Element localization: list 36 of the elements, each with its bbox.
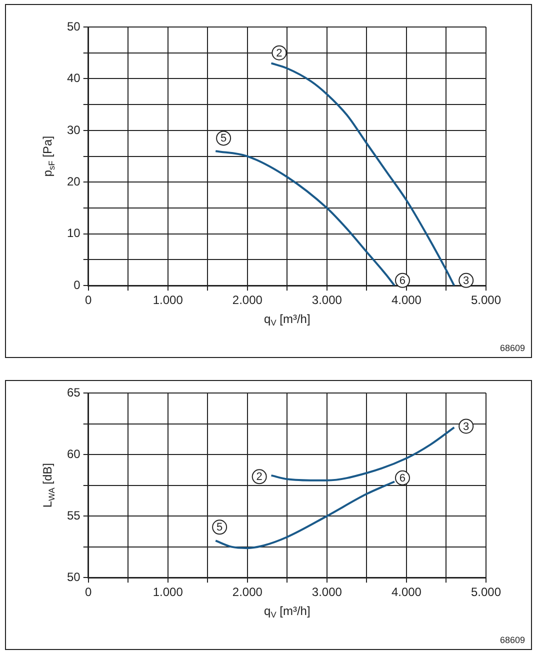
text: 68609 <box>500 342 525 353</box>
x-tick-label: 2.000 <box>232 293 263 308</box>
annotation: 6 <box>399 472 406 484</box>
x-tick-label: 4.000 <box>391 293 422 308</box>
y-axis-title: psF [Pa] <box>40 136 56 177</box>
annotation: 3 <box>463 420 470 433</box>
y-tick-label: 60 <box>66 446 81 461</box>
line-series <box>270 62 456 286</box>
y-tick-label: 10 <box>66 226 81 240</box>
x-tick-label: 5.000 <box>470 585 502 600</box>
x-tick-label: 1.000 <box>152 293 184 308</box>
y-tick-label: 50 <box>66 19 81 34</box>
x-tick-label: 4.000 <box>391 585 422 600</box>
text: 68609 <box>500 634 525 645</box>
x-tick-label: 3.000 <box>312 293 342 308</box>
y-tick-label: 65 <box>66 385 81 400</box>
y-tick-label: 20 <box>66 174 81 188</box>
y-tick-label: 55 <box>66 508 81 522</box>
y-tick-label: 50 <box>66 570 81 584</box>
x-tick-label: 3.000 <box>312 585 342 600</box>
y-tick-label: 30 <box>66 122 81 137</box>
x-tick-label: 0 <box>85 585 92 600</box>
x-tick-label: 5.000 <box>470 293 502 308</box>
x-tick-label: 1.000 <box>152 585 184 600</box>
annotation: 2 <box>256 471 262 484</box>
y-tick-label: 0 <box>74 278 81 292</box>
annotation: 3 <box>463 274 470 287</box>
y-axis-title: LWA [dB] <box>40 463 56 508</box>
line-series <box>270 426 456 482</box>
x-tick-label: 2.000 <box>232 585 263 600</box>
x-tick-label: 0 <box>85 293 92 308</box>
annotation: 2 <box>276 47 282 60</box>
annotation: 5 <box>216 522 223 534</box>
y-tick-label: 40 <box>66 71 81 86</box>
annotation: 6 <box>399 274 406 287</box>
annotation: 5 <box>220 132 227 145</box>
